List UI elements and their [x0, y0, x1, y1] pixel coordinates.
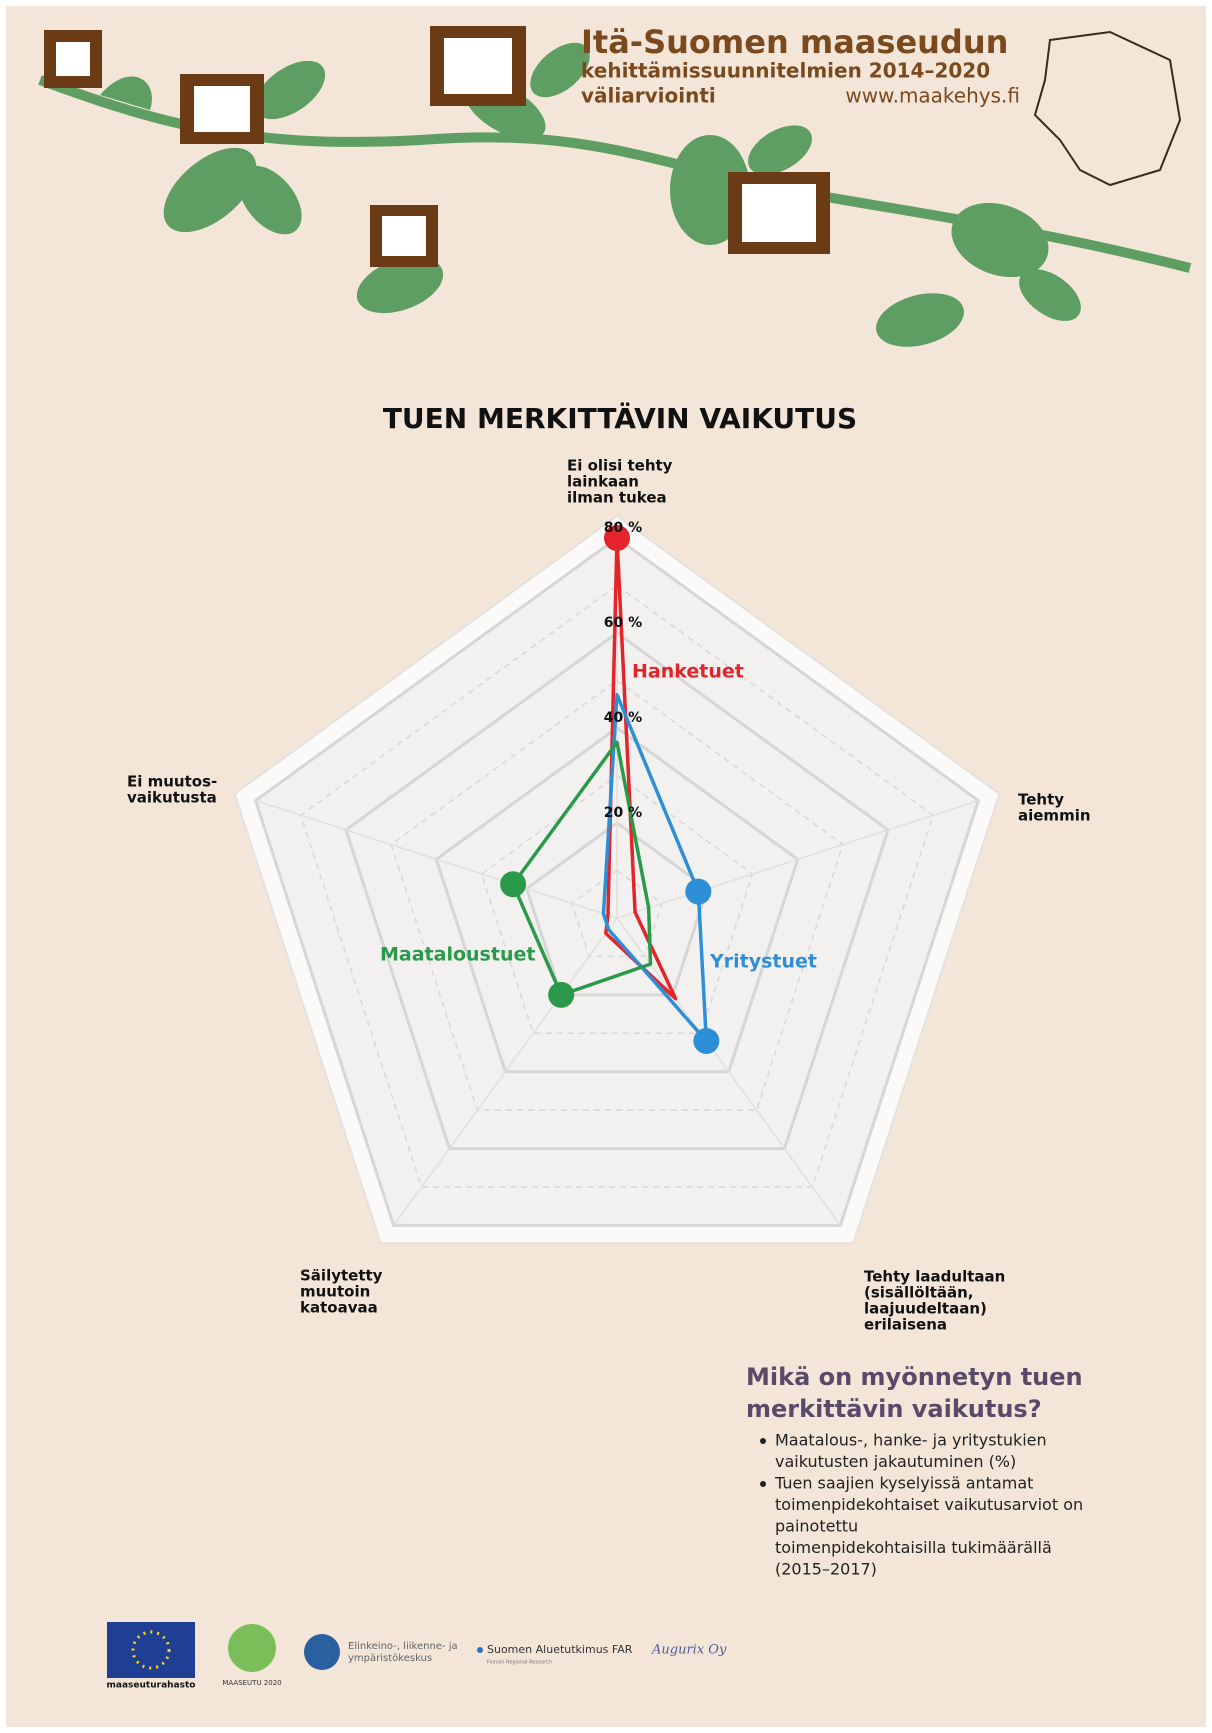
series-line [601, 693, 709, 1043]
logo-text: Finnish Regional Research [487, 1660, 552, 1666]
minor-grid [390, 679, 844, 1111]
notes: Mikä on myönnetyn tuen merkittävin vaikut… [746, 1363, 1083, 1579]
axis-label: muutoin [300, 1283, 370, 1301]
notes-bullet: (2015–2017) [775, 1560, 877, 1579]
tick-label: 20 % [604, 805, 642, 821]
header-title: Itä-Suomen maaseudun [581, 23, 1008, 61]
spoke [616, 917, 841, 1226]
notes-bullet: painotettu [775, 1517, 858, 1536]
axis-label: Tehty laadultaan [864, 1268, 1005, 1286]
notes-bullet: Tuen saajien kyselyissä antamat [774, 1474, 1033, 1493]
notes-heading: Mikä on myönnetyn tuen [746, 1363, 1083, 1391]
notes-heading: merkittävin vaikutus? [746, 1395, 1042, 1423]
tick-label: 60 % [604, 615, 642, 631]
logo-text: Suomen Aluetutkimus FAR [487, 1643, 633, 1656]
minor-grid [299, 584, 935, 1188]
icon-boxes [44, 26, 830, 267]
axis-label: Ei muutos- [127, 773, 217, 791]
axis-label: erilaisena [864, 1316, 947, 1334]
series-line [511, 740, 653, 997]
series-label: Maataloustuet [380, 944, 535, 966]
series-marker [604, 525, 630, 551]
radar-chart: 20 % 40 % 60 % 80 % Ei olisi tehtylainkaanil… [127, 457, 1091, 1334]
series-label: Hanketuet [632, 661, 744, 683]
logo-text: maaseuturahasto [107, 1681, 196, 1691]
grid-line [434, 726, 800, 1074]
axis-label: katoavaa [300, 1299, 378, 1317]
minor-grid [480, 774, 754, 1035]
minor-grid [570, 869, 664, 958]
axis-label: ilman tukea [567, 489, 667, 507]
header-subtitle: väliarviointi [581, 84, 716, 108]
series-marker [500, 871, 527, 898]
chart-title: TUEN MERKITTÄVIN VAIKUTUS [383, 401, 857, 435]
logo-text: Elinkeino-, liikenne- ja [348, 1641, 458, 1652]
bullet [760, 1438, 766, 1444]
header-url: www.maakehys.fi [845, 84, 1020, 108]
logo-text: Augurix Oy [651, 1643, 727, 1658]
logo-text: MAASEUTU 2020 [222, 1679, 281, 1687]
series-label: Yritystuet [709, 951, 817, 973]
series-marker [548, 981, 575, 1008]
grid-line [253, 536, 981, 1227]
axis-label: (sisällöltään, [864, 1284, 974, 1302]
axis-label: lainkaan [567, 473, 639, 491]
series-marker [693, 1027, 720, 1054]
notes-bullet: toimenpidekohtaiset vaikutusarviot on [775, 1495, 1083, 1514]
notes-bullet: Maatalous-, hanke- ja yritystukien [775, 1431, 1047, 1450]
series-marker [685, 878, 712, 905]
notes-bullet: toimenpidekohtaisilla tukimäärällä [775, 1538, 1052, 1557]
spoke [393, 917, 618, 1226]
bullet [760, 1481, 766, 1487]
tick-label: 80 % [604, 520, 642, 536]
grid-line [344, 631, 890, 1151]
spoke [255, 799, 618, 919]
notes-bullet: vaikutusten jakautuminen (%) [775, 1452, 1016, 1471]
axis-label: Säilytetty [300, 1267, 383, 1285]
logo-text: ympäristökeskus [348, 1653, 432, 1664]
header-subtitle: kehittämissuunnitelmien 2014–2020 [581, 59, 990, 83]
axis-label: aiemmin [1018, 807, 1091, 825]
axis-label: Tehty [1018, 791, 1064, 809]
axis-label: laajuudeltaan) [864, 1300, 987, 1318]
logos: maaseuturahasto MAASEUTU 2020 Elinkeino-… [107, 1622, 727, 1691]
tick-label: 40 % [604, 710, 642, 726]
axis-label: Ei olisi tehty [567, 457, 673, 475]
region-map [1033, 30, 1182, 187]
axis-label: vaikutusta [127, 789, 217, 807]
spoke [616, 799, 979, 919]
